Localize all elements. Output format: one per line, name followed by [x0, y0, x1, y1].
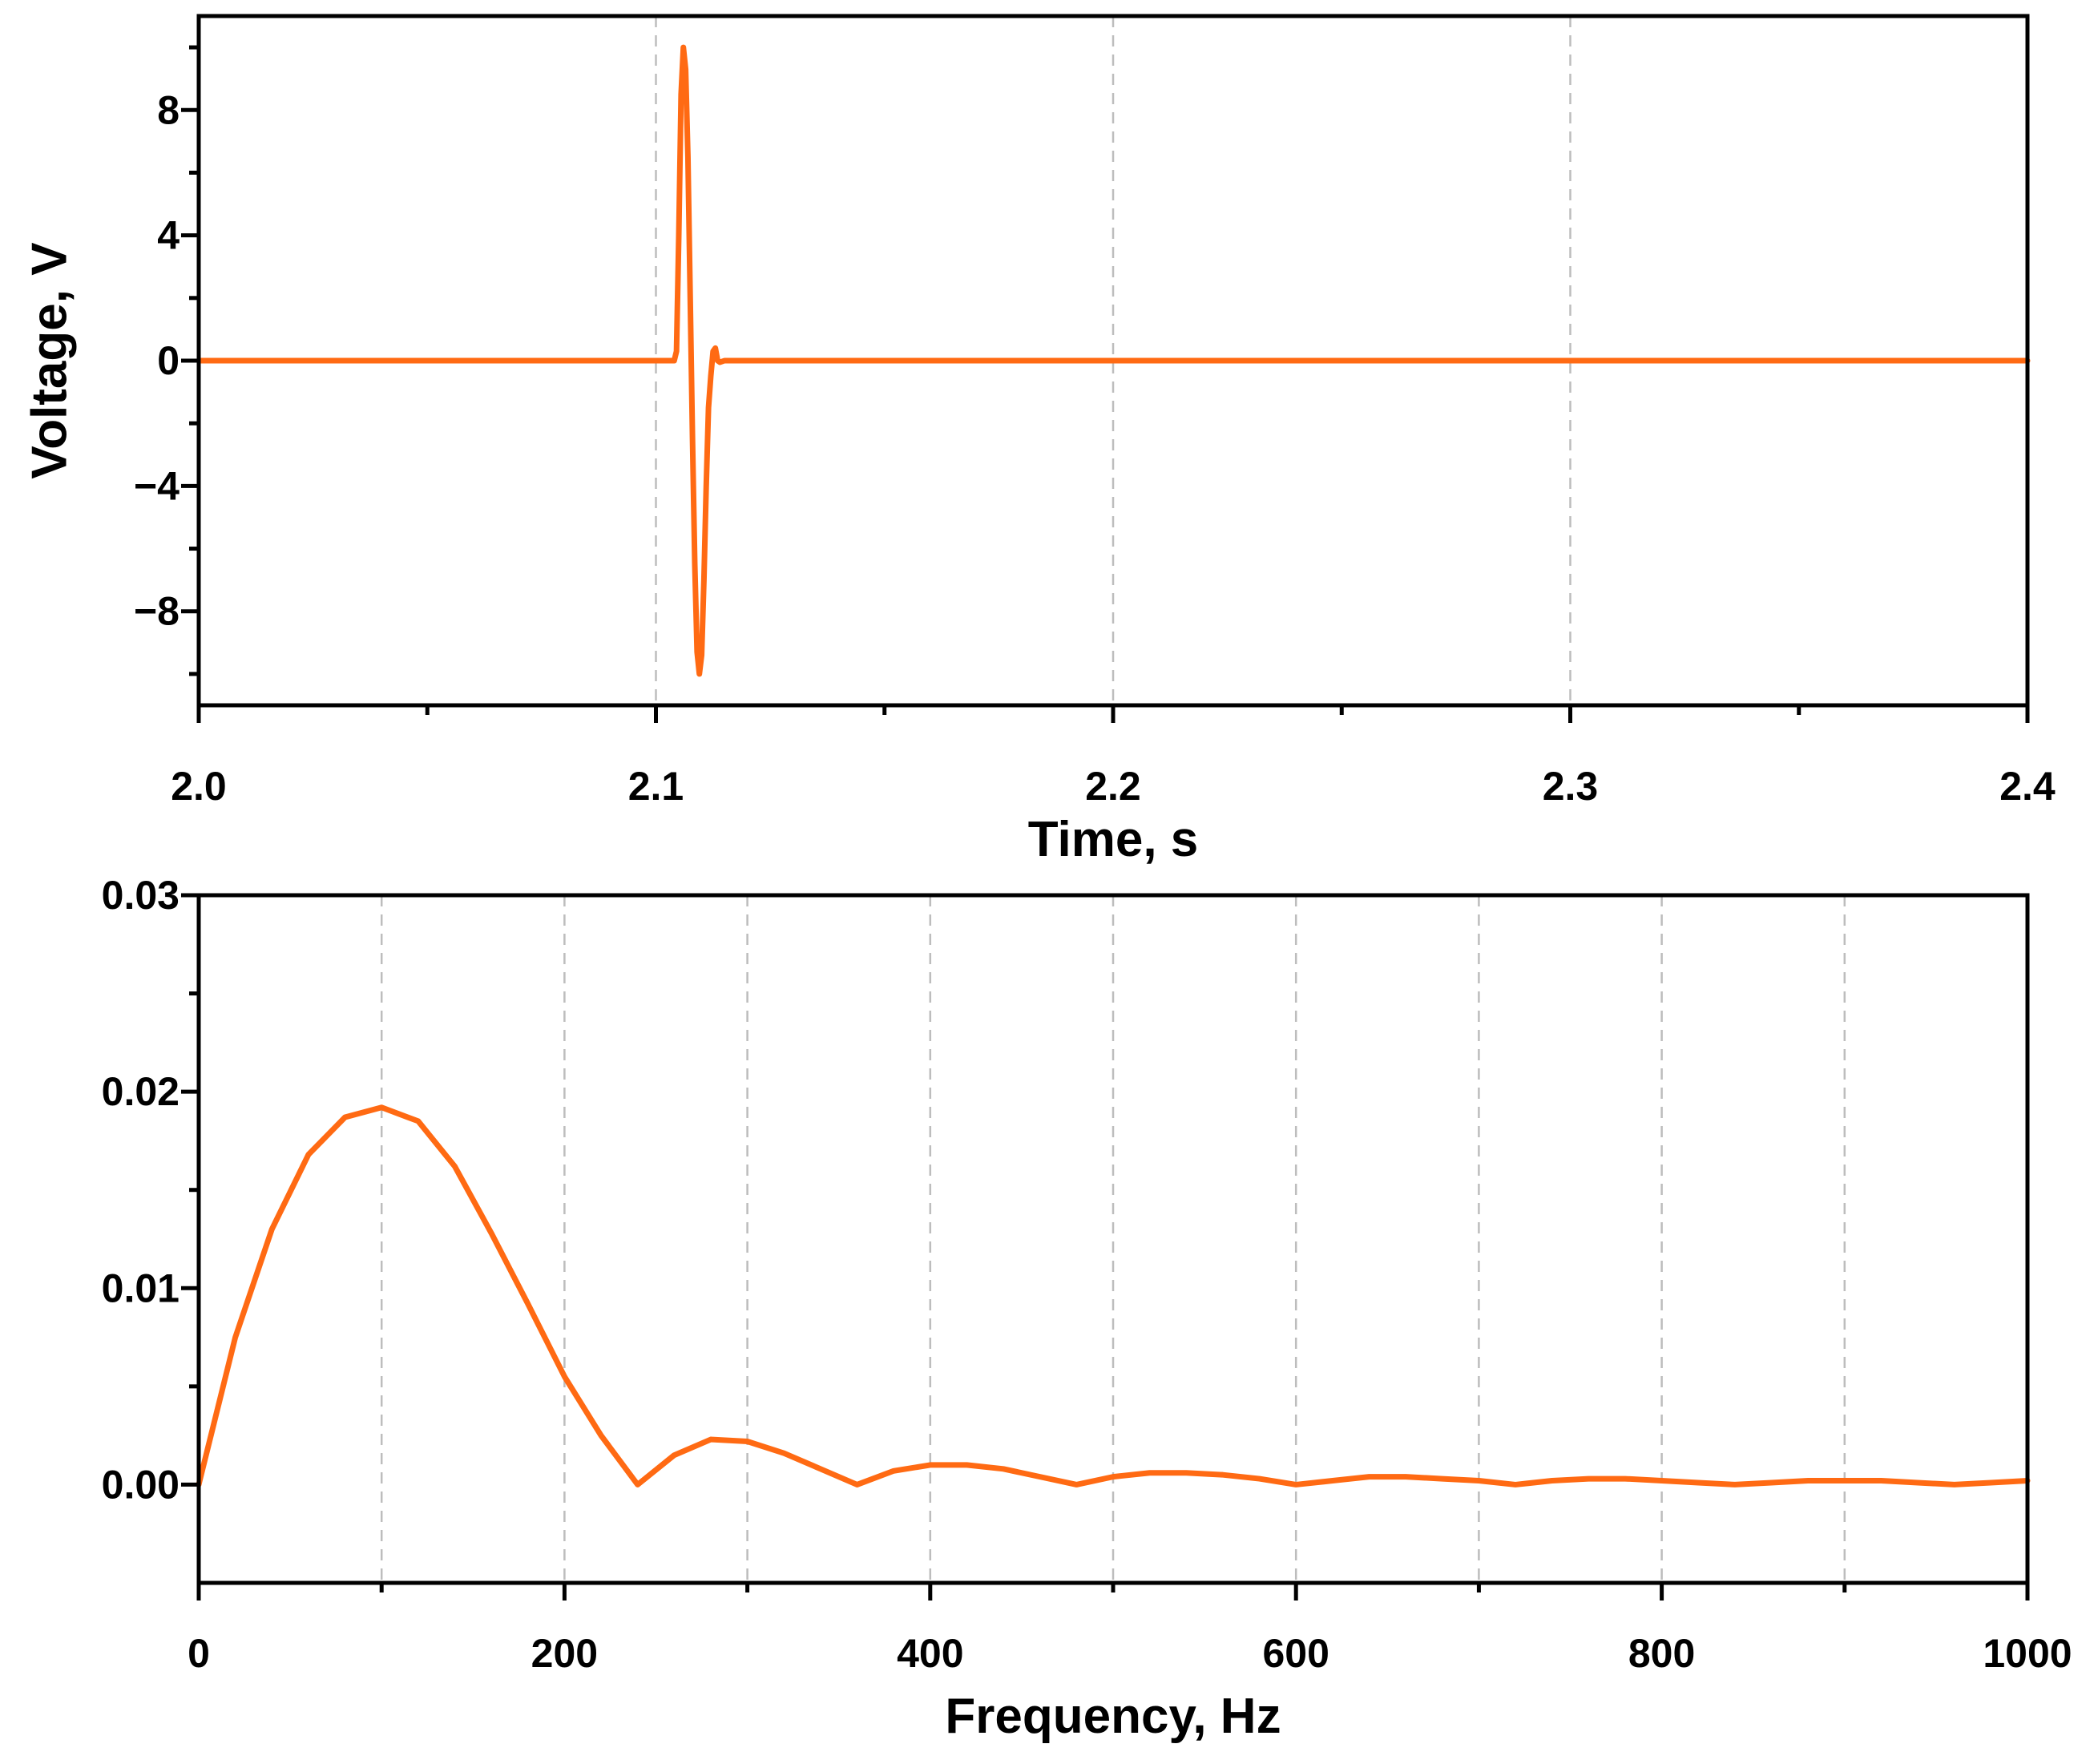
frequency-domain-panel: 0 200 400 600 800 1000 0.00 0.01 0.02 0.03 Frequ…	[102, 873, 2072, 1744]
freq-y-tick-label-0: 0.00	[102, 1462, 180, 1507]
freq-y-tick-label-3: 0.03	[102, 873, 180, 918]
freq-x-tick-label-4: 800	[1628, 1631, 1695, 1676]
freq-x-tick-label-0: 0	[188, 1631, 210, 1676]
freq-ticks	[181, 893, 2030, 1601]
freq-x-tick-label-3: 600	[1262, 1631, 1329, 1676]
freq-y-tick-label-1: 0.01	[102, 1265, 180, 1310]
freq-x-tick-label-5: 1000	[1983, 1631, 2072, 1676]
time-y-tick-label-1: −4	[134, 463, 180, 508]
freq-y-tick-labels: 0.00 0.01 0.02 0.03	[102, 873, 180, 1507]
time-y-tick-label-0: −8	[134, 589, 180, 634]
freq-x-tick-label-1: 200	[531, 1631, 598, 1676]
time-domain-panel: 2.0 2.1 2.2 2.3 2.4 −8 −4 0 4 8 Time, s Voltage,…	[22, 14, 2056, 867]
time-ticks	[181, 45, 2030, 723]
freq-x-tick-labels: 0 200 400 600 800 1000	[188, 1631, 2072, 1676]
time-y-tick-labels: −8 −4 0 4 8	[134, 87, 180, 633]
freq-x-axis-label: Frequency, Hz	[945, 1689, 1281, 1744]
freq-y-tick-label-2: 0.02	[102, 1069, 180, 1114]
time-y-tick-label-4: 8	[157, 87, 180, 132]
freq-x-tick-label-2: 400	[897, 1631, 963, 1676]
time-x-tick-labels: 2.0 2.1 2.2 2.3 2.4	[171, 764, 2056, 809]
time-x-tick-label-1: 2.1	[628, 764, 684, 809]
time-plot-frame	[196, 14, 2030, 708]
time-x-tick-label-4: 2.4	[1999, 764, 2056, 809]
time-x-tick-label-2: 2.2	[1085, 764, 1141, 809]
freq-series-layer	[196, 1104, 2031, 1487]
time-y-tick-label-2: 0	[157, 338, 180, 383]
time-x-tick-label-3: 2.3	[1543, 764, 1599, 809]
time-y-tick-label-3: 4	[157, 213, 180, 258]
time-series-layer	[196, 44, 2031, 677]
time-x-axis-label: Time, s	[1028, 812, 1199, 867]
freq-series-line-0	[196, 1104, 2031, 1487]
time-series-line-0	[196, 44, 2031, 677]
time-x-tick-label-0: 2.0	[171, 764, 227, 809]
freq-plot-frame	[196, 893, 2030, 1585]
time-y-axis-label: Voltage, V	[22, 242, 78, 478]
